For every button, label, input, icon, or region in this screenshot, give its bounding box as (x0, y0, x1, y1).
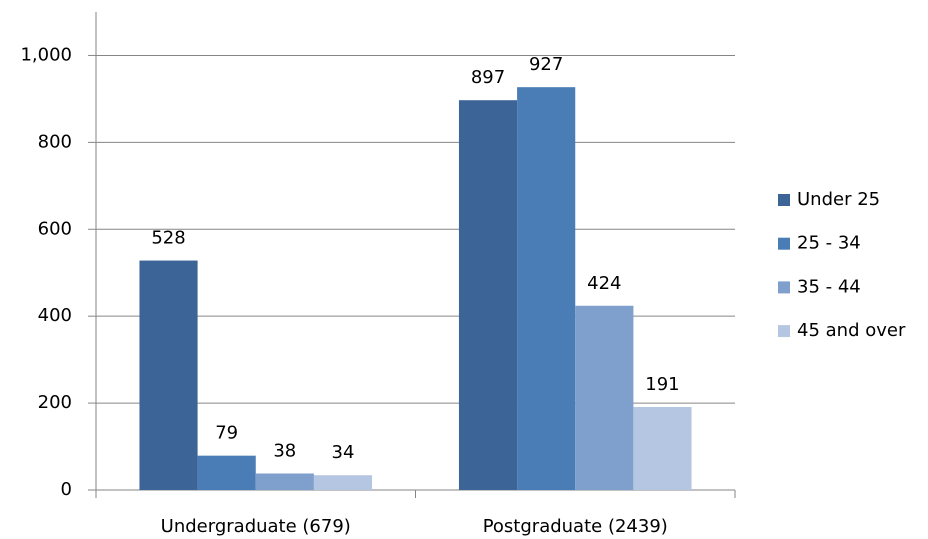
bar (517, 87, 576, 490)
x-tick-label: Postgraduate (2439) (483, 516, 668, 537)
data-label: 424 (587, 273, 621, 294)
y-tick-label: 600 (38, 218, 72, 239)
data-label: 34 (332, 442, 355, 463)
data-label: 927 (529, 54, 563, 75)
legend-swatch (778, 194, 790, 206)
bar (575, 305, 634, 490)
y-tick-label: 0 (61, 479, 72, 500)
data-label: 897 (471, 67, 505, 88)
data-label: 38 (273, 440, 296, 461)
bar (255, 473, 314, 490)
legend-swatch (778, 237, 790, 250)
legend-label: 35 - 44 (797, 276, 861, 297)
x-tick-label: Undergraduate (679) (161, 516, 351, 537)
y-tick-label: 400 (38, 305, 72, 326)
bar (139, 260, 198, 490)
legend-label: 25 - 34 (797, 233, 861, 254)
bar (633, 407, 692, 490)
bar (197, 455, 256, 490)
y-tick-label: 800 (38, 131, 72, 152)
bar (458, 100, 518, 490)
bar (313, 475, 373, 490)
data-label: 528 (151, 228, 185, 249)
data-label: 79 (215, 423, 238, 444)
legend-label: 45 and over (797, 320, 906, 341)
legend-label: Under 25 (797, 189, 880, 210)
data-label: 191 (645, 374, 679, 395)
y-tick-label: 1,000 (20, 44, 72, 65)
legend-swatch (778, 325, 790, 338)
y-tick-label: 200 (38, 392, 72, 413)
legend-swatch (778, 281, 790, 294)
